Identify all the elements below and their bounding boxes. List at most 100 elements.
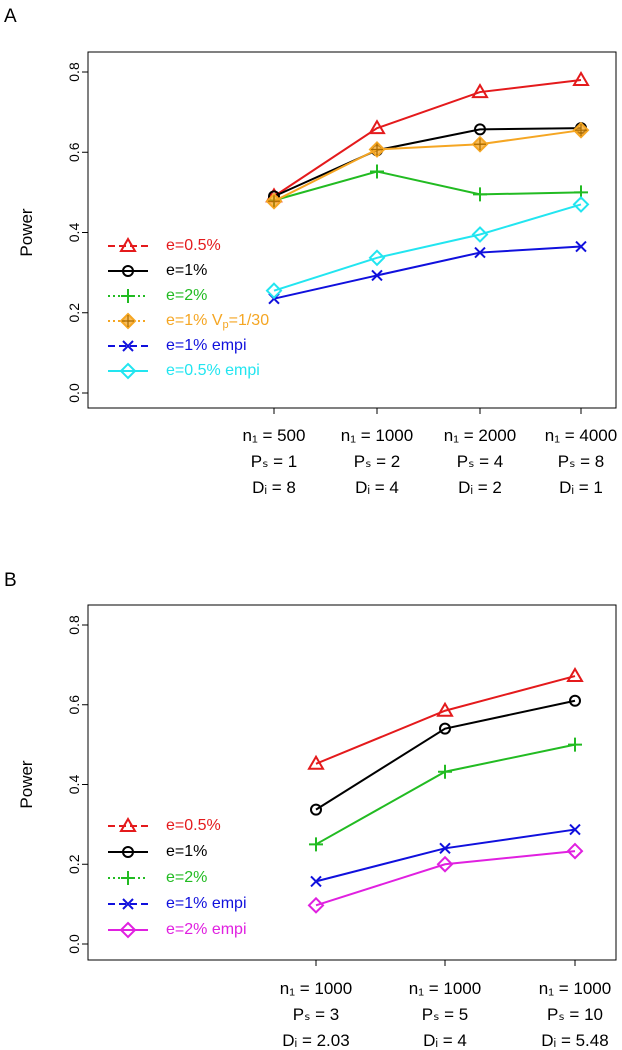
x-category-label: n₁ = 1000 <box>280 979 352 998</box>
x-category-label: Dᵢ = 2.03 <box>282 1031 349 1050</box>
legend-marker <box>122 898 134 910</box>
legend-item: e=0.5% empi <box>108 362 260 380</box>
svg-text:e=2%: e=2% <box>166 869 207 886</box>
series-e-2- <box>309 737 582 852</box>
y-tick-label: 0.2 <box>66 854 82 874</box>
data-point <box>471 135 489 153</box>
series-line <box>315 675 576 765</box>
legend-item: e=2% <box>108 287 207 304</box>
y-axis-label: Power <box>17 760 36 809</box>
series-e-1- <box>268 122 587 203</box>
data-point <box>371 269 383 282</box>
legend-label: e=1% empi <box>166 337 247 354</box>
y-tick-label: 0.2 <box>66 303 82 323</box>
data-point <box>310 875 322 888</box>
y-tick-label: 0.6 <box>66 142 82 162</box>
x-category-label: Dᵢ = 5.48 <box>541 1031 608 1050</box>
panel-B: B Power 0.0 0.2 0.4 0.6 0.8 n₁ = 1000 Pₛ = 3 Dᵢ =… <box>4 570 617 1050</box>
data-point <box>569 823 581 836</box>
data-point <box>572 121 590 139</box>
svg-text:e=2% empi: e=2% empi <box>166 921 247 938</box>
data-point <box>265 282 283 300</box>
legend-item: e=0.5% <box>108 817 221 834</box>
x-category-label: n₁ = 1000 <box>409 979 481 998</box>
data-point <box>439 722 451 735</box>
data-point <box>307 754 325 770</box>
data-point <box>307 896 325 914</box>
legend-marker <box>122 846 134 858</box>
svg-text:e=2%: e=2% <box>166 287 207 304</box>
svg-text:e=1% empi: e=1% empi <box>166 337 247 354</box>
series-line <box>315 850 576 907</box>
x-category-label: Pₛ = 8 <box>558 452 605 471</box>
y-tick-label: 0.8 <box>66 62 82 82</box>
x-category-label: Pₛ = 5 <box>422 1005 469 1024</box>
data-point <box>370 164 384 179</box>
legend-marker <box>119 817 137 832</box>
data-point <box>368 119 386 135</box>
x-category-label: n₁ = 500 <box>243 426 306 445</box>
legend-label: e=1% <box>166 262 207 279</box>
plot-frame <box>87 604 617 961</box>
legend-marker <box>119 921 137 939</box>
series-e-0-5- <box>307 667 584 770</box>
legend-marker <box>121 871 135 885</box>
x-category-label: n₁ = 4000 <box>545 426 617 445</box>
legend-marker <box>121 289 135 303</box>
y-tick-label: 0.0 <box>66 383 82 403</box>
data-point <box>575 240 587 253</box>
legend-marker <box>119 237 137 252</box>
series-line <box>315 743 576 846</box>
svg-text:e=0.5%: e=0.5% <box>166 817 221 834</box>
data-point <box>438 764 452 779</box>
series-line <box>273 203 582 292</box>
y-tick-label: 0.8 <box>66 615 82 635</box>
legend-label: e=1% empi <box>166 895 247 912</box>
series-line <box>273 79 582 198</box>
svg-text:e=1%: e=1% <box>166 843 207 860</box>
series-e-0-5-empi <box>265 195 590 300</box>
legend-item: e=0.5% <box>108 237 221 254</box>
svg-text:e=1% Vp=1/30: e=1% Vp=1/30 <box>166 312 269 331</box>
data-point <box>436 855 454 873</box>
series-e-0-5- <box>265 71 590 203</box>
legend-marker <box>122 265 134 277</box>
x-category-label: Dᵢ = 8 <box>252 478 296 497</box>
x-category-label: n₁ = 2000 <box>444 426 516 445</box>
x-category-label: Pₛ = 10 <box>547 1005 603 1024</box>
legend-label: e=1% Vp=1/30 <box>166 312 269 331</box>
data-point <box>310 803 322 816</box>
series-line <box>273 129 582 203</box>
legend-label: e=2% <box>166 869 207 886</box>
legend-item: e=2% <box>108 869 207 886</box>
data-point <box>309 837 323 852</box>
series-e-2-empi <box>307 842 584 914</box>
series-e-1-empi <box>310 823 581 888</box>
svg-text:e=1%: e=1% <box>166 262 207 279</box>
legend-label: e=2% <box>166 287 207 304</box>
y-axis-label: Power <box>17 208 36 257</box>
legend: e=0.5% e=1% e=2% e=1% Vp=1/30 e=1% empi e=0.5… <box>108 237 269 380</box>
data-point <box>572 195 590 213</box>
y-tick-label: 0.0 <box>66 934 82 954</box>
panel-A: A Power 0.0 0.2 0.4 0.6 0.8 n₁ = 500 Pₛ = 1 Dᵢ = … <box>4 6 617 497</box>
data-point <box>572 71 590 87</box>
legend-marker <box>119 312 137 330</box>
x-category-label: Dᵢ = 2 <box>458 478 502 497</box>
data-point <box>566 842 584 860</box>
svg-text:e=0.5% empi: e=0.5% empi <box>166 362 260 379</box>
x-category-label: Pₛ = 3 <box>293 1005 340 1024</box>
x-category-label: Dᵢ = 1 <box>559 478 603 497</box>
data-point <box>471 83 489 99</box>
x-category-label: n₁ = 1000 <box>341 426 413 445</box>
legend-label: e=1% <box>166 843 207 860</box>
legend-item: e=2% empi <box>108 921 247 939</box>
data-point <box>439 842 451 855</box>
data-point <box>569 694 581 707</box>
data-point <box>265 192 283 210</box>
series-line <box>315 699 576 811</box>
y-tick-label: 0.4 <box>66 223 82 243</box>
series-line <box>273 170 582 202</box>
panel-label: A <box>4 6 17 27</box>
x-category-label: Pₛ = 4 <box>457 452 504 471</box>
